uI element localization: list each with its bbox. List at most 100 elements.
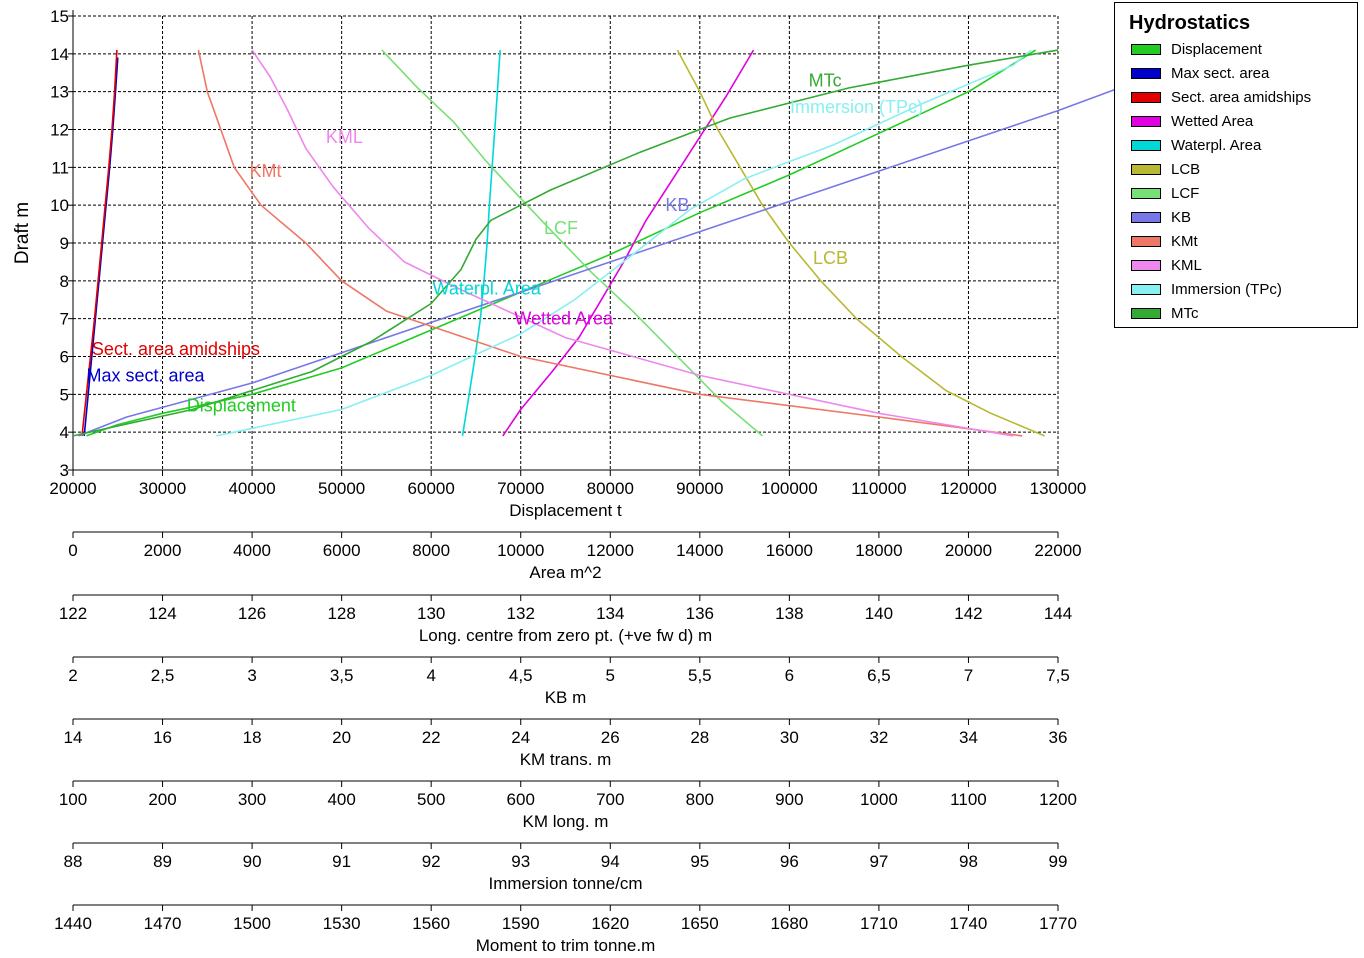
y-tick-label: 6 xyxy=(60,348,69,367)
x-tick-label: 70000 xyxy=(497,479,544,498)
x-tick-label: 6,5 xyxy=(867,666,891,685)
y-tick-label: 12 xyxy=(50,121,69,140)
x-tick-label: 1710 xyxy=(860,914,898,933)
series-line-lcf xyxy=(381,49,764,437)
x-tick-label: 142 xyxy=(954,604,982,623)
legend-item: KB xyxy=(1131,207,1191,227)
x-tick-label: 32 xyxy=(869,728,888,747)
legend-swatch xyxy=(1131,163,1161,175)
x-tick-label: 34 xyxy=(959,728,978,747)
x-tick-label: 89 xyxy=(153,852,172,871)
series-line-sect-area-amidships xyxy=(81,50,118,436)
y-tick-label: 8 xyxy=(60,272,69,291)
x-axis: 122 124 126 128 130 132 134 136 138 140 142 144 Long… xyxy=(59,594,1072,645)
x-tick-label: 1530 xyxy=(323,914,361,933)
x-axis-label: KM long. m xyxy=(523,812,609,831)
x-tick-label: 128 xyxy=(327,604,355,623)
x-tick-label: 90000 xyxy=(676,479,723,498)
x-tick-label: 200 xyxy=(148,790,176,809)
x-tick-label: 1680 xyxy=(770,914,808,933)
legend-item: LCB xyxy=(1131,159,1200,179)
series-annotation: MTc xyxy=(809,70,842,90)
x-tick-label: 14 xyxy=(64,728,83,747)
x-tick-label: 7 xyxy=(964,666,973,685)
legend-item: Wetted Area xyxy=(1131,111,1253,131)
x-tick-label: 120000 xyxy=(940,479,997,498)
x-tick-label: 1100 xyxy=(950,790,987,809)
x-tick-label: 0 xyxy=(68,541,77,560)
series-line-mtc xyxy=(72,49,1059,437)
x-tick-label: 18000 xyxy=(855,541,902,560)
series-annotation: KMt xyxy=(250,161,282,181)
x-tick-label: 100000 xyxy=(761,479,818,498)
x-tick-label: 16 xyxy=(153,728,172,747)
x-tick-label: 124 xyxy=(148,604,176,623)
x-tick-label: 5 xyxy=(606,666,615,685)
x-tick-label: 8000 xyxy=(412,541,450,560)
y-tick-label: 9 xyxy=(60,234,69,253)
x-axis-label: Immersion tonne/cm xyxy=(489,874,643,893)
series-line-kml xyxy=(251,49,1014,437)
x-tick-label: 20000 xyxy=(945,541,992,560)
series-line-kmt xyxy=(197,49,1023,437)
x-tick-label: 93 xyxy=(511,852,530,871)
x-tick-label: 144 xyxy=(1044,604,1072,623)
x-axis: 88 89 90 91 92 93 94 95 96 97 98 99 Immersion tonne/… xyxy=(64,842,1067,893)
x-axis: 2 2,5 3 3,5 4 4,5 5 5,5 6 6,5 7 7,5 KB m xyxy=(68,656,1070,707)
x-tick-label: 22000 xyxy=(1034,541,1081,560)
x-axis: 14 16 18 20 22 24 26 28 30 32 34 36 KM trans. m xyxy=(64,718,1067,769)
x-tick-label: 30 xyxy=(780,728,799,747)
x-tick-label: 700 xyxy=(596,790,624,809)
legend-label: Displacement xyxy=(1171,40,1262,58)
legend-item: KMt xyxy=(1131,231,1198,251)
x-tick-label: 91 xyxy=(332,852,351,871)
x-tick-label: 24 xyxy=(511,728,530,747)
series-annotation: Sect. area amidships xyxy=(92,339,260,359)
x-tick-label: 122 xyxy=(59,604,87,623)
legend-swatch xyxy=(1131,67,1161,79)
x-tick-label: 90 xyxy=(243,852,262,871)
legend-swatch xyxy=(1131,307,1161,319)
legend-swatch xyxy=(1131,43,1161,55)
x-axis: 0 2000 4000 6000 8000 10000 12000 14000 16000 180… xyxy=(68,531,1082,582)
legend-label: Immersion (TPc) xyxy=(1171,280,1282,298)
legend-label: LCB xyxy=(1171,160,1201,178)
series-annotation: Immersion (TPc) xyxy=(790,97,923,117)
x-tick-label: 300 xyxy=(238,790,266,809)
x-tick-label: 26 xyxy=(601,728,620,747)
x-tick-label: 14000 xyxy=(676,541,723,560)
x-tick-label: 5,5 xyxy=(688,666,712,685)
x-tick-label: 4 xyxy=(426,666,435,685)
x-tick-label: 20 xyxy=(332,728,351,747)
x-tick-label: 126 xyxy=(238,604,266,623)
x-tick-label: 97 xyxy=(869,852,888,871)
y-tick-label: 3 xyxy=(60,461,69,480)
legend-label: KML xyxy=(1171,256,1202,274)
x-tick-label: 136 xyxy=(686,604,714,623)
x-axis-label: KM trans. m xyxy=(520,750,612,769)
y-tick-label: 15 xyxy=(50,7,69,26)
legend-swatch xyxy=(1131,259,1161,271)
x-tick-label: 28 xyxy=(690,728,709,747)
x-axis: 1440 1470 1500 1530 1560 1590 1620 1650 1680 1710… xyxy=(54,904,1077,955)
legend-swatch xyxy=(1131,235,1161,247)
x-tick-label: 140 xyxy=(865,604,893,623)
x-tick-label: 100 xyxy=(59,790,87,809)
x-axis-label: Long. centre from zero pt. (+ve fw d) m xyxy=(419,626,712,645)
legend-item: Immersion (TPc) xyxy=(1131,279,1282,299)
legend-swatch xyxy=(1131,115,1161,127)
x-tick-label: 800 xyxy=(686,790,714,809)
legend-label: Wetted Area xyxy=(1171,112,1254,130)
x-axis-label: Displacement t xyxy=(509,501,622,520)
legend-label: Sect. area amidships xyxy=(1171,88,1312,106)
series-annotation: LCB xyxy=(813,248,848,268)
x-tick-label: 30000 xyxy=(139,479,186,498)
x-tick-label: 6 xyxy=(785,666,794,685)
x-axis: 100 200 300 400 500 600 700 800 900 1000 1100 1200 K… xyxy=(59,780,1077,831)
x-tick-label: 80000 xyxy=(587,479,634,498)
x-tick-label: 1470 xyxy=(144,914,182,933)
x-tick-label: 110000 xyxy=(851,479,906,498)
x-axis-label: Moment to trim tonne.m xyxy=(476,936,656,955)
legend: Hydrostatics Displacement Max sect. area S… xyxy=(1114,2,1358,328)
x-tick-label: 1560 xyxy=(412,914,450,933)
